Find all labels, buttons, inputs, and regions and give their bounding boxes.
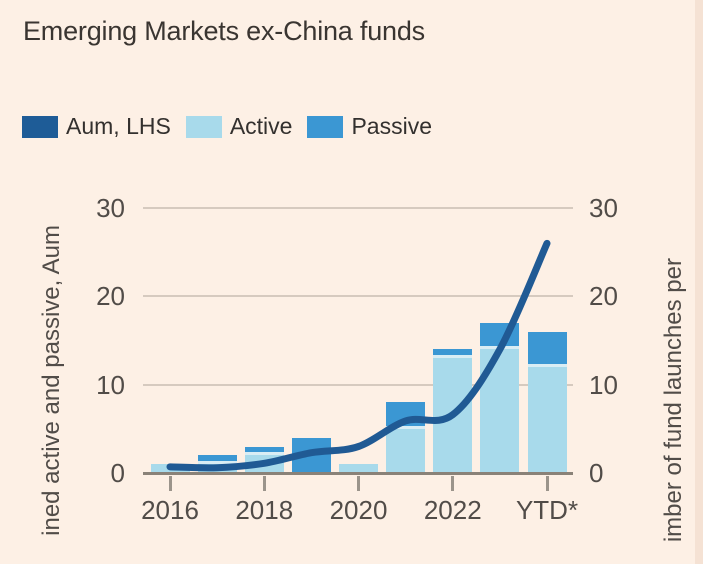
x-tick-label-2022: 2022 (423, 495, 482, 525)
y-tick-left-20: 20 (96, 281, 125, 312)
y-tick-left-30: 30 (96, 193, 125, 223)
bar-passive-2021 (386, 402, 426, 429)
gridline-30 (143, 207, 573, 209)
x-tick-label-2018: 2018 (235, 495, 294, 525)
y-tick-right-20: 20 (589, 281, 618, 312)
x-tick-label-2020: 2020 (329, 495, 388, 525)
bar-passive-2022 (433, 349, 473, 359)
legend-swatch-active-icon (185, 115, 222, 138)
legend-label-aum: Aum, LHS (66, 113, 171, 139)
y-tick-right-0: 0 (589, 458, 604, 488)
x-tick-YTD* (545, 476, 549, 491)
bar-active-2021 (386, 428, 426, 473)
legend-item-passive: Passive (307, 113, 432, 140)
x-axis-line (143, 471, 573, 475)
right-edge-strip (695, 0, 703, 564)
bar-active-2023 (480, 349, 520, 473)
x-tick-label-2016: 2016 (141, 495, 199, 525)
legend-label-active: Active (229, 113, 293, 139)
bar-active-2018 (244, 455, 284, 473)
legend: Aum, LHS Active Passive (22, 113, 432, 140)
x-tick-2020 (357, 476, 360, 491)
bar-active-2022 (433, 358, 473, 473)
bar-passive-2023 (480, 322, 520, 350)
x-tick-label-YTD*: YTD* (515, 495, 579, 525)
bar-passive-2017 (197, 455, 237, 465)
legend-item-active: Active (185, 113, 293, 140)
legend-item-aum: Aum, LHS (22, 113, 171, 140)
gridline-20 (143, 295, 573, 298)
legend-label-passive: Passive (351, 113, 433, 139)
legend-swatch-passive-icon (307, 115, 344, 138)
bar-passive-YTD* (527, 331, 567, 367)
chart-title: Emerging Markets ex-China funds (23, 16, 425, 46)
y-tick-right-30: 30 (589, 193, 618, 223)
x-tick-2018 (262, 476, 266, 491)
x-tick-2016 (168, 476, 172, 491)
bar-active-YTD* (527, 367, 567, 473)
y-tick-right-10: 10 (589, 369, 618, 400)
bar-passive-2019 (291, 437, 331, 473)
y-tick-left-0: 0 (110, 458, 125, 488)
legend-swatch-aum-icon (22, 115, 58, 138)
x-tick-2022 (451, 476, 455, 491)
bar-passive-2018 (244, 446, 284, 456)
y-tick-left-10: 10 (96, 369, 125, 400)
